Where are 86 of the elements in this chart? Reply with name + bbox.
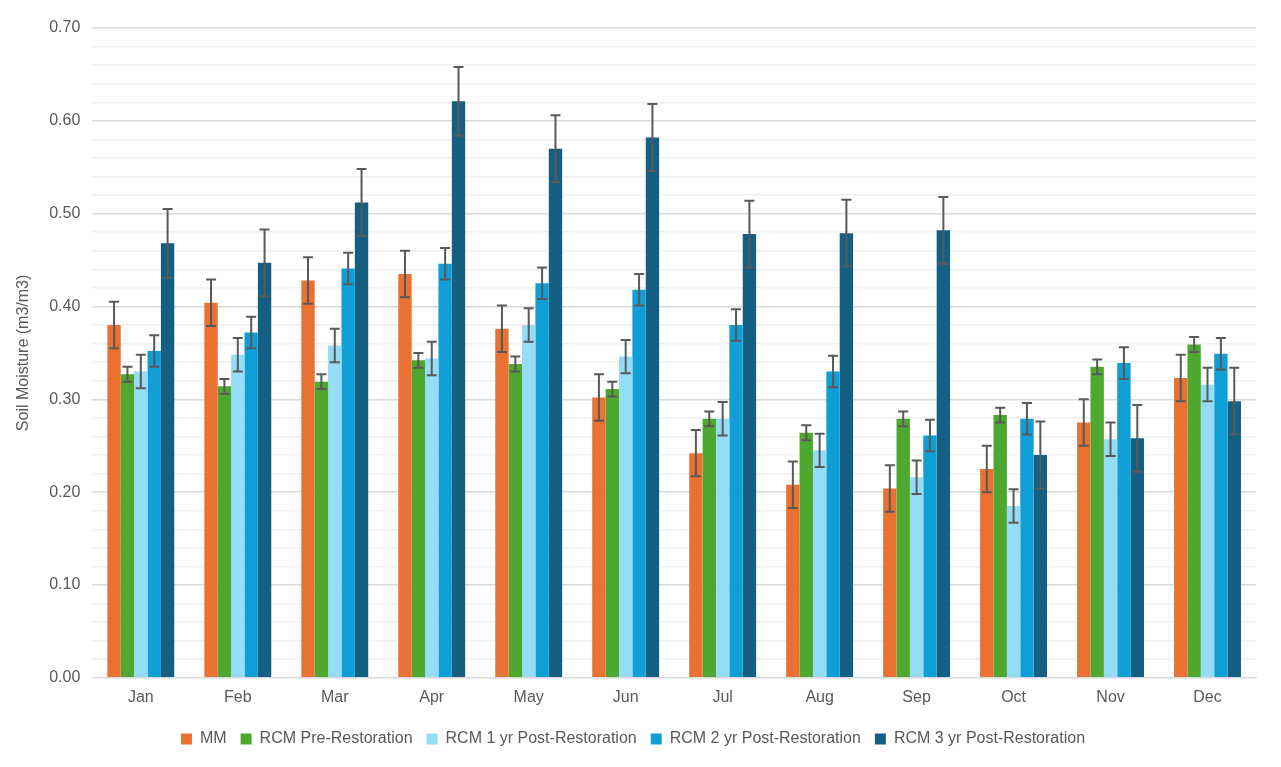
bar [354, 202, 369, 678]
x-tick-label: Jun [612, 687, 639, 705]
y-tick-label: 0.00 [49, 668, 81, 686]
y-tick-label: 0.30 [49, 389, 81, 407]
bar [812, 450, 827, 678]
bar [257, 262, 272, 678]
bar [160, 243, 175, 678]
bar [522, 325, 536, 678]
x-tick-label: Jul [712, 687, 733, 705]
bar [1174, 377, 1188, 678]
bar [314, 381, 329, 678]
bar [1130, 438, 1144, 678]
legend-label: RCM Pre-Restoration [259, 729, 413, 747]
bar [548, 148, 563, 678]
bar [244, 332, 258, 678]
bar [742, 234, 757, 678]
y-tick-label: 0.20 [49, 482, 81, 500]
x-tick-label: Oct [1001, 687, 1027, 705]
bar [923, 435, 937, 678]
bar [508, 364, 523, 678]
bar [451, 101, 466, 678]
y-tick-label: 0.60 [49, 111, 81, 129]
bar [826, 371, 840, 678]
y-tick-label: 0.10 [49, 575, 81, 593]
x-tick-label: Sep [902, 687, 931, 705]
y-tick-label: 0.40 [49, 296, 81, 314]
bar [425, 358, 439, 678]
bar [1214, 353, 1228, 678]
bar [980, 468, 994, 678]
legend-label: RCM 3 yr Post-Restoration [893, 729, 1086, 747]
bar [398, 274, 412, 678]
bar [702, 418, 716, 678]
x-tick-label: Feb [224, 687, 252, 705]
bar [1077, 422, 1091, 678]
legend-label: RCM 2 yr Post-Restoration [669, 729, 861, 747]
x-tick-label: Dec [1193, 687, 1222, 705]
x-tick-label: Jan [127, 687, 154, 705]
bar [896, 418, 910, 678]
bar [1200, 384, 1215, 678]
bar [1006, 506, 1021, 678]
y-tick-label: 0.70 [49, 18, 81, 36]
bar [1020, 418, 1034, 678]
bar [909, 477, 924, 678]
bar [341, 268, 355, 678]
x-tick-label: May [513, 687, 544, 705]
bar [204, 302, 218, 678]
bar [147, 351, 161, 678]
bar [328, 345, 342, 678]
bar [799, 432, 813, 678]
bar [936, 230, 951, 678]
bar [839, 233, 854, 678]
x-tick-label: Apr [419, 687, 445, 705]
bar [231, 354, 245, 678]
bar [883, 488, 897, 678]
bar [120, 374, 135, 678]
x-tick-label: Mar [320, 687, 350, 705]
bar [1227, 401, 1241, 678]
bar [107, 325, 121, 678]
y-axis-title: Soil Moisture (m3/m3) [14, 274, 32, 432]
bar [605, 389, 619, 678]
bar [786, 484, 800, 678]
x-tick-label: Aug [805, 687, 834, 705]
bar [495, 328, 509, 678]
bar [645, 137, 660, 678]
bar [729, 325, 743, 678]
bar [535, 283, 549, 678]
bar [1033, 455, 1048, 678]
bar [993, 415, 1007, 678]
bar [689, 453, 703, 678]
bar [301, 280, 315, 678]
bar [1090, 366, 1104, 678]
bar [1103, 439, 1118, 678]
legend-label: RCM 1 yr Post-Restoration [445, 729, 637, 747]
bar [1187, 344, 1201, 678]
bar [1117, 363, 1131, 678]
bar [715, 418, 730, 678]
bar [592, 397, 606, 678]
bar [438, 263, 452, 678]
bar [134, 371, 148, 678]
bar [632, 289, 646, 678]
legend-label: MM [199, 729, 227, 747]
bar [217, 386, 232, 678]
y-tick-label: 0.50 [49, 204, 81, 222]
bar [411, 360, 426, 678]
x-tick-label: Nov [1096, 687, 1125, 705]
bar [618, 356, 633, 678]
